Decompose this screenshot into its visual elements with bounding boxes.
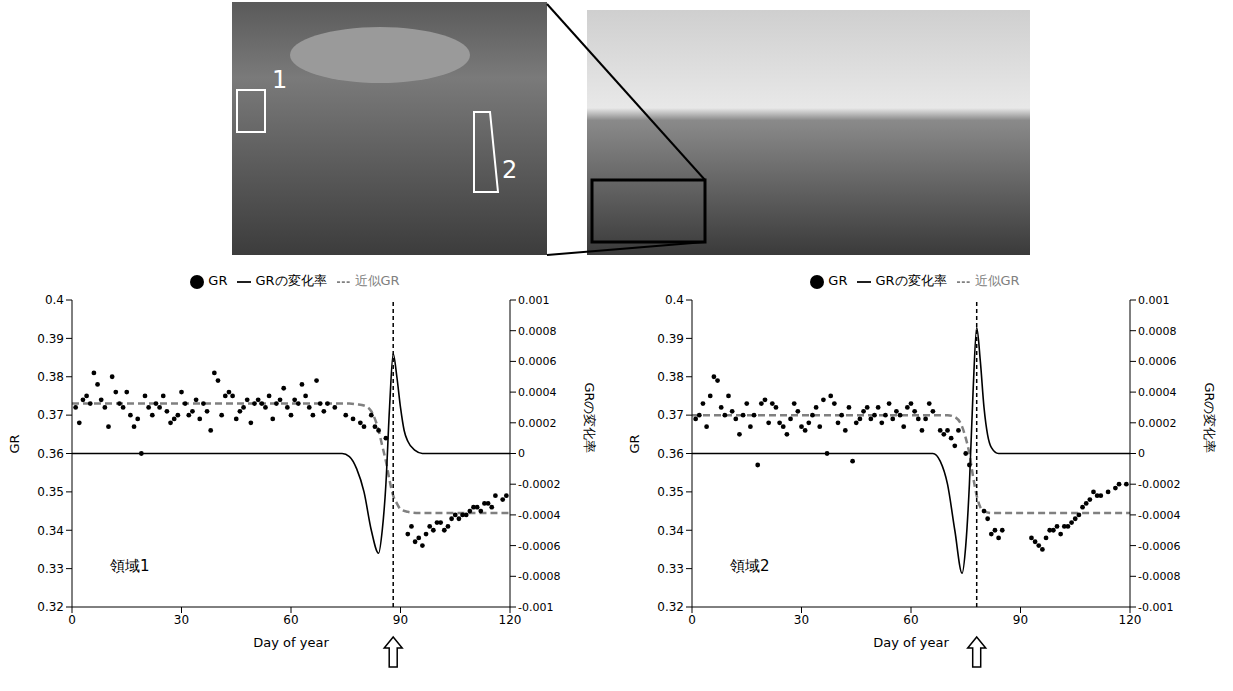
svg-text:-0.0004: -0.0004 xyxy=(1138,509,1180,522)
svg-text:30: 30 xyxy=(794,613,809,627)
svg-text:0: 0 xyxy=(1138,447,1145,460)
svg-text:0.36: 0.36 xyxy=(657,447,684,461)
svg-text:0: 0 xyxy=(68,613,76,627)
svg-text:0.35: 0.35 xyxy=(657,485,684,499)
svg-text:0.001: 0.001 xyxy=(518,294,550,307)
svg-text:0.0004: 0.0004 xyxy=(1138,386,1177,399)
svg-text:0.32: 0.32 xyxy=(657,600,684,614)
svg-text:0.36: 0.36 xyxy=(37,447,64,461)
svg-text:0.4: 0.4 xyxy=(45,293,64,307)
svg-text:0.33: 0.33 xyxy=(657,562,684,576)
svg-text:GRの変化率: GRの変化率 xyxy=(1202,382,1217,453)
svg-text:2: 2 xyxy=(502,156,517,184)
svg-text:0.34: 0.34 xyxy=(37,524,64,538)
svg-text:120: 120 xyxy=(1119,613,1142,627)
svg-text:-0.0008: -0.0008 xyxy=(518,570,560,583)
svg-text:Day of year: Day of year xyxy=(253,635,329,650)
svg-text:0.35: 0.35 xyxy=(37,485,64,499)
svg-text:-0.0006: -0.0006 xyxy=(1138,540,1180,553)
svg-text:-0.001: -0.001 xyxy=(1138,601,1173,614)
svg-text:0.38: 0.38 xyxy=(37,370,64,384)
svg-text:0.34: 0.34 xyxy=(657,524,684,538)
svg-text:1: 1 xyxy=(272,66,287,94)
svg-text:0.39: 0.39 xyxy=(657,332,684,346)
svg-text:0.4: 0.4 xyxy=(665,293,684,307)
svg-text:0.0008: 0.0008 xyxy=(1138,325,1177,338)
svg-text:-0.0002: -0.0002 xyxy=(518,478,560,491)
svg-text:0.38: 0.38 xyxy=(657,370,684,384)
svg-text:0.0006: 0.0006 xyxy=(518,355,557,368)
svg-text:GRの変化率: GRの変化率 xyxy=(582,382,597,453)
svg-text:0.0004: 0.0004 xyxy=(518,386,557,399)
html-text:GR: GR xyxy=(208,273,228,288)
svg-text:Day of year: Day of year xyxy=(873,635,949,650)
svg-text:60: 60 xyxy=(903,613,918,627)
svg-text:-0.0002: -0.0002 xyxy=(1138,478,1180,491)
svg-text:0.0002: 0.0002 xyxy=(1138,417,1177,430)
html-text:GR: GR xyxy=(828,273,848,288)
svg-text:0.0008: 0.0008 xyxy=(518,325,557,338)
html-text:近似GR: 近似GR xyxy=(974,273,1020,288)
html-text:GRの変化率: GRの変化率 xyxy=(255,273,327,288)
svg-text:0.001: 0.001 xyxy=(1138,294,1170,307)
svg-text:0: 0 xyxy=(518,447,525,460)
html-text:近似GR: 近似GR xyxy=(354,273,400,288)
html-text:領域1: 領域1 xyxy=(110,557,150,575)
svg-text:0: 0 xyxy=(688,613,696,627)
svg-text:0.0002: 0.0002 xyxy=(518,417,557,430)
svg-text:GR: GR xyxy=(627,434,642,453)
svg-text:30: 30 xyxy=(174,613,189,627)
svg-text:120: 120 xyxy=(499,613,522,627)
svg-text:0.32: 0.32 xyxy=(37,600,64,614)
svg-text:-0.0008: -0.0008 xyxy=(1138,570,1180,583)
svg-text:GR: GR xyxy=(7,434,22,453)
html-text:GRの変化率: GRの変化率 xyxy=(875,273,947,288)
svg-text:0.0006: 0.0006 xyxy=(1138,355,1177,368)
svg-text:0.37: 0.37 xyxy=(657,408,684,422)
svg-text:-0.0004: -0.0004 xyxy=(518,509,560,522)
svg-text:-0.001: -0.001 xyxy=(518,601,553,614)
svg-text:60: 60 xyxy=(283,613,298,627)
svg-text:0.39: 0.39 xyxy=(37,332,64,346)
html-text:領域2: 領域2 xyxy=(730,557,770,575)
svg-text:0.33: 0.33 xyxy=(37,562,64,576)
svg-text:0.37: 0.37 xyxy=(37,408,64,422)
svg-text:90: 90 xyxy=(1013,613,1028,627)
svg-text:-0.0006: -0.0006 xyxy=(518,540,560,553)
svg-text:90: 90 xyxy=(393,613,408,627)
